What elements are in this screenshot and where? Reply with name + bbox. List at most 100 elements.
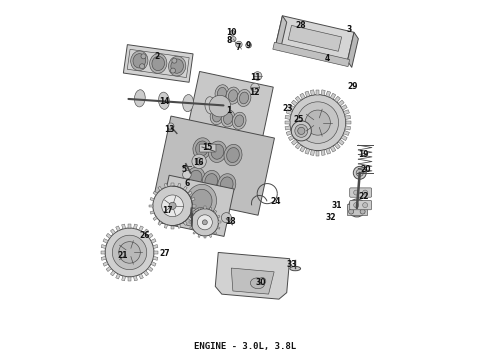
Polygon shape	[300, 146, 305, 152]
Ellipse shape	[213, 110, 221, 122]
Polygon shape	[321, 90, 325, 95]
Polygon shape	[347, 32, 358, 67]
Ellipse shape	[215, 85, 229, 102]
Polygon shape	[346, 121, 351, 124]
Polygon shape	[144, 229, 148, 234]
Circle shape	[140, 64, 145, 69]
Text: 21: 21	[118, 251, 128, 260]
Ellipse shape	[191, 189, 212, 213]
Ellipse shape	[193, 138, 211, 159]
Polygon shape	[215, 252, 290, 299]
Polygon shape	[204, 206, 206, 209]
Polygon shape	[183, 186, 187, 190]
Polygon shape	[188, 72, 273, 141]
Polygon shape	[147, 266, 153, 271]
Polygon shape	[289, 105, 294, 110]
Ellipse shape	[250, 278, 265, 289]
Ellipse shape	[149, 54, 167, 73]
Circle shape	[348, 199, 366, 217]
Ellipse shape	[205, 97, 216, 114]
Text: 10: 10	[226, 28, 237, 37]
Polygon shape	[158, 186, 162, 190]
Circle shape	[191, 209, 219, 236]
Polygon shape	[214, 210, 217, 213]
Text: 11: 11	[250, 73, 261, 82]
Polygon shape	[285, 121, 290, 124]
Polygon shape	[151, 239, 156, 243]
Polygon shape	[172, 183, 174, 186]
Text: 1: 1	[226, 105, 231, 114]
Text: 4: 4	[325, 54, 330, 63]
Circle shape	[202, 220, 207, 225]
Ellipse shape	[223, 113, 233, 124]
Polygon shape	[101, 256, 106, 260]
Ellipse shape	[196, 141, 208, 156]
Circle shape	[183, 170, 191, 179]
Polygon shape	[101, 251, 105, 254]
Polygon shape	[305, 91, 310, 97]
Text: 14: 14	[159, 96, 170, 105]
Text: 29: 29	[347, 82, 358, 91]
Text: 13: 13	[165, 125, 175, 134]
Text: 16: 16	[193, 158, 204, 167]
Circle shape	[209, 95, 231, 117]
Polygon shape	[198, 207, 200, 210]
Ellipse shape	[221, 110, 235, 127]
Circle shape	[305, 110, 330, 135]
Circle shape	[169, 202, 176, 210]
Polygon shape	[288, 26, 342, 51]
Polygon shape	[335, 143, 340, 149]
Polygon shape	[154, 116, 274, 215]
Text: 18: 18	[225, 217, 236, 226]
Text: 23: 23	[283, 104, 294, 113]
Polygon shape	[183, 221, 187, 225]
Polygon shape	[128, 277, 131, 281]
Text: 5: 5	[181, 165, 187, 174]
Polygon shape	[345, 126, 350, 130]
Polygon shape	[158, 221, 162, 225]
Polygon shape	[164, 183, 168, 188]
Circle shape	[363, 190, 368, 195]
Polygon shape	[159, 175, 234, 237]
Circle shape	[291, 121, 311, 141]
Polygon shape	[116, 274, 120, 279]
Polygon shape	[335, 96, 340, 102]
FancyBboxPatch shape	[350, 201, 371, 210]
Circle shape	[349, 209, 354, 214]
Text: 2: 2	[154, 52, 160, 61]
Polygon shape	[338, 139, 344, 145]
Polygon shape	[341, 135, 347, 140]
Polygon shape	[292, 139, 297, 145]
Polygon shape	[172, 226, 174, 229]
Circle shape	[197, 215, 212, 230]
Text: 26: 26	[139, 231, 150, 240]
Polygon shape	[149, 204, 153, 207]
Ellipse shape	[134, 90, 145, 107]
Circle shape	[297, 102, 339, 143]
Circle shape	[313, 118, 323, 128]
Polygon shape	[214, 231, 217, 234]
Polygon shape	[292, 100, 297, 106]
Polygon shape	[285, 126, 291, 130]
Polygon shape	[276, 16, 287, 51]
Polygon shape	[285, 115, 291, 120]
Polygon shape	[128, 224, 131, 228]
Polygon shape	[106, 233, 111, 238]
Polygon shape	[134, 224, 137, 229]
Polygon shape	[188, 191, 192, 195]
Polygon shape	[191, 198, 195, 201]
Polygon shape	[204, 236, 206, 238]
Circle shape	[356, 169, 364, 176]
Polygon shape	[276, 16, 354, 61]
Text: 28: 28	[295, 21, 306, 30]
Polygon shape	[310, 90, 315, 95]
Text: 24: 24	[270, 197, 281, 206]
Text: 32: 32	[326, 213, 336, 222]
Ellipse shape	[237, 89, 251, 107]
Ellipse shape	[224, 144, 242, 166]
Ellipse shape	[189, 170, 202, 185]
Circle shape	[307, 34, 314, 41]
Polygon shape	[154, 251, 158, 254]
Circle shape	[251, 83, 259, 92]
Ellipse shape	[180, 208, 201, 226]
